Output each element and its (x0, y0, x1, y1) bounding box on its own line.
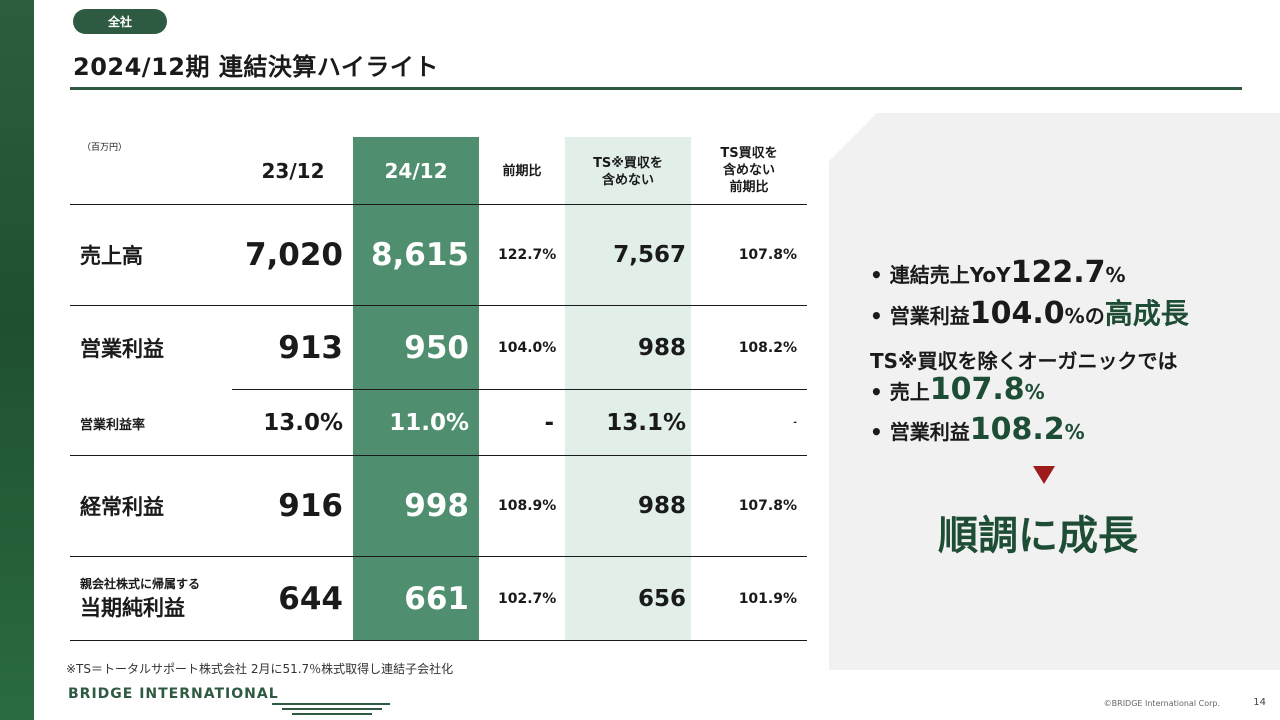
rule-row3 (70, 455, 807, 456)
cell-net-yoy: 102.7% (498, 590, 557, 607)
cell-margin-ts-yoy: - (793, 418, 797, 428)
header-ts-excluded-line1: TS※買収を (593, 156, 663, 171)
cell-sales-ts-yoy: 107.8% (738, 247, 797, 263)
cell-net-2023: 644 (278, 580, 343, 617)
cell-ordinary-yoy: 108.9% (498, 498, 557, 514)
cell-margin-2023: 13.0% (263, 410, 343, 436)
cell-op-ts-yoy: 108.2% (738, 340, 797, 356)
cell-op-ts: 988 (637, 335, 686, 361)
scope-badge: 全社 (73, 9, 167, 34)
bullet-op-emphasis: 高成長 (1104, 297, 1189, 330)
row-label-sales: 売上高 (80, 244, 143, 268)
rule-header (70, 204, 807, 205)
bullet-organic-sales-unit: % (1024, 380, 1045, 404)
logo-line-2 (282, 708, 382, 710)
row-label-operating-profit: 営業利益 (80, 337, 164, 361)
unit-label: （百万円） (82, 143, 128, 153)
header-ts-excluded-line2: 含めない (601, 173, 654, 188)
cell-ordinary-ts-yoy: 107.8% (738, 498, 797, 514)
bullet-organic-sales-value: 107.8 (929, 372, 1025, 407)
side-accent-bar (0, 0, 34, 720)
header-ts-excluded: TS※買収を 含めない (565, 147, 691, 197)
cell-ordinary-2023: 916 (278, 488, 343, 524)
page-number: 14 (1253, 697, 1266, 708)
bullet-sales-yoy-value: 122.7 (1010, 255, 1106, 290)
logo-text: BRIDGE INTERNATIONAL (68, 686, 279, 702)
bullet-organic-sales: • 売上107.8% (870, 372, 1045, 407)
bullet-organic-op-text: • 営業利益 (870, 420, 970, 444)
page-title: 2024/12期 連結決算ハイライト (73, 53, 439, 81)
summary-panel (829, 113, 1280, 670)
bullet-sales-yoy-unit: % (1105, 263, 1126, 287)
cell-op-2024: 950 (404, 330, 469, 366)
header-2024: 24/12 (384, 159, 448, 183)
row-label-net-income-line2: 当期純利益 (80, 596, 185, 620)
header-ts-yoy-line2: 含めない (722, 162, 775, 178)
conclusion-text: 順調に成長 (938, 513, 1138, 559)
bullet-organic-sales-text: • 売上 (870, 380, 930, 404)
row-label-operating-margin: 営業利益率 (80, 417, 146, 433)
company-logo: BRIDGE INTERNATIONAL (68, 686, 390, 716)
header-ts-excluded-yoy: TS買収を 含めない 前期比 (691, 141, 807, 199)
title-rule (70, 87, 1242, 90)
cell-sales-2023: 7,020 (244, 237, 343, 273)
rule-bottom (70, 640, 807, 641)
copyright: ©BRIDGE International Corp. (1103, 699, 1220, 708)
down-arrow-icon (1033, 466, 1055, 484)
header-ts-yoy-line3: 前期比 (729, 179, 769, 195)
cell-op-2023: 913 (278, 330, 343, 366)
cell-net-ts: 656 (637, 585, 686, 612)
cell-net-2024: 661 (404, 580, 469, 617)
bullet-organic-op-unit: % (1064, 420, 1085, 444)
row-label-ordinary-profit: 経常利益 (80, 495, 164, 519)
cell-ordinary-ts: 988 (637, 493, 686, 519)
header-yoy: 前期比 (502, 163, 542, 179)
bullet-op-yoy-unit: %の (1064, 304, 1105, 328)
cell-sales-2024: 8,615 (370, 237, 469, 273)
cell-margin-2024: 11.0% (389, 410, 469, 436)
bullet-organic-op-value: 108.2 (969, 412, 1065, 447)
logo-line-1 (272, 703, 390, 705)
bullet-op-yoy-text: • 営業利益 (870, 304, 970, 328)
rule-row1 (70, 305, 807, 306)
logo-line-3 (292, 713, 372, 715)
header-2023: 23/12 (261, 159, 325, 183)
cell-margin-ts: 13.1% (606, 410, 686, 436)
rule-row2 (232, 389, 807, 390)
bullet-op-yoy: • 営業利益104.0%の高成長 (870, 292, 1189, 332)
header-ts-yoy-line1: TS買収を (720, 145, 778, 161)
cell-sales-yoy: 122.7% (498, 247, 557, 263)
cell-net-ts-yoy: 101.9% (738, 590, 797, 607)
bullet-organic-op: • 営業利益108.2% (870, 412, 1085, 447)
cell-op-yoy: 104.0% (498, 340, 557, 356)
row-label-net-income-line1: 親会社株式に帰属する (80, 577, 201, 591)
bullet-sales-yoy: • 連結売上YoY122.7% (870, 255, 1126, 290)
bullet-sales-yoy-text: • 連結売上YoY (870, 263, 1011, 287)
cell-margin-yoy: - (544, 410, 554, 436)
row-label-net-income: 親会社株式に帰属する 当期純利益 (80, 557, 200, 640)
cell-sales-ts: 7,567 (613, 242, 686, 268)
cell-ordinary-2024: 998 (404, 488, 469, 524)
financial-table: （百万円） 23/12 24/12 前期比 TS※買収を 含めない TS買収を … (70, 137, 807, 641)
rule-row4 (70, 556, 807, 557)
organic-heading: TS※買収を除くオーガニックでは (870, 349, 1178, 373)
footnote: ※TS＝トータルサポート株式会社 2月に51.7％株式取得し連結子会社化 (66, 662, 454, 676)
bullet-op-yoy-value: 104.0 (969, 296, 1065, 331)
